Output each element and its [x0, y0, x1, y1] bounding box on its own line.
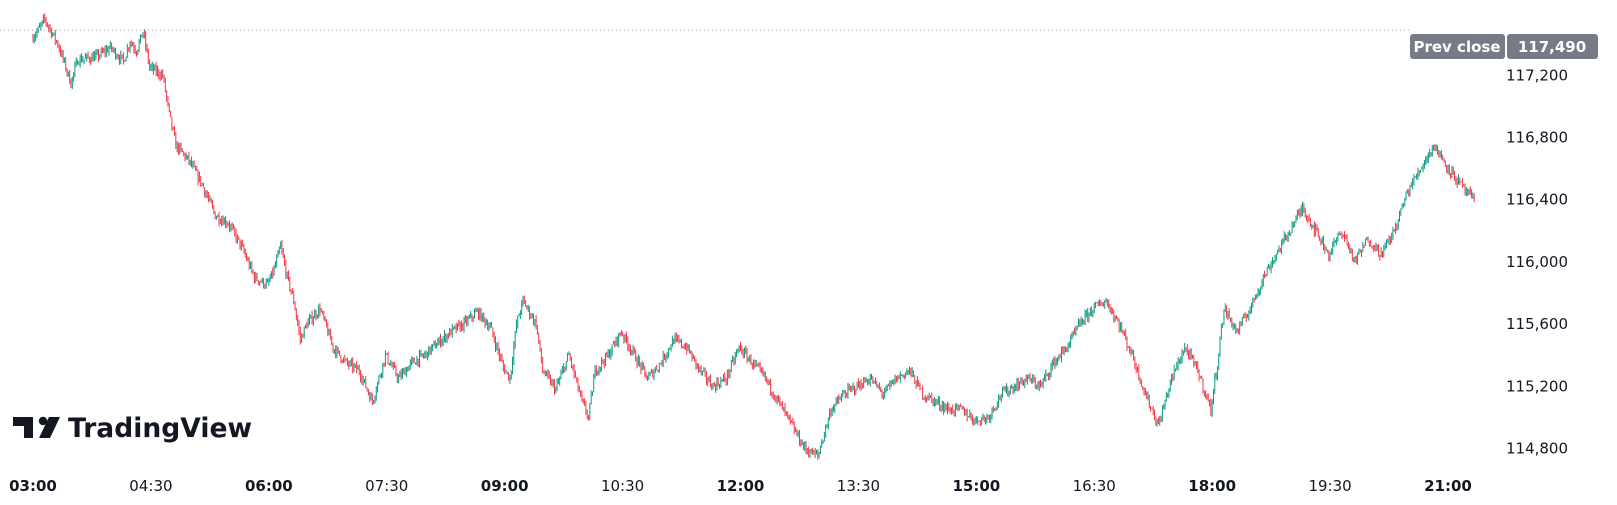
- x-tick-label: 10:30: [601, 477, 644, 495]
- x-tick-label: 19:30: [1308, 477, 1351, 495]
- tradingview-logo[interactable]: TradingView: [13, 413, 252, 444]
- prev-close-badge: Prev close 117,490: [1410, 34, 1598, 59]
- y-tick-label: 115,200: [1506, 377, 1568, 395]
- price-axis[interactable]: 117,200 116,800 116,400 116,000 115,600 115,2…: [1506, 66, 1568, 457]
- x-tick-label: 15:00: [952, 477, 1000, 495]
- tradingview-logo-icon: [13, 416, 60, 438]
- y-tick-label: 114,800: [1506, 439, 1568, 457]
- x-tick-label: 13:30: [837, 477, 880, 495]
- x-tick-label: 16:30: [1073, 477, 1116, 495]
- prev-close-value-bg: [1507, 34, 1598, 59]
- x-tick-label: 09:00: [481, 477, 529, 495]
- x-tick-label: 21:00: [1424, 477, 1472, 495]
- x-tick-label: 12:00: [717, 477, 765, 495]
- x-tick-label: 06:00: [245, 477, 293, 495]
- prev-close-value: 117,490: [1518, 38, 1586, 56]
- y-tick-label: 116,800: [1506, 128, 1568, 146]
- time-axis[interactable]: 03:00 04:30 06:00 07:30 09:00 10:30 12:00 13:30…: [9, 477, 1472, 495]
- x-tick-label: 04:30: [129, 477, 172, 495]
- y-tick-label: 117,200: [1506, 66, 1568, 84]
- x-tick-label: 03:00: [9, 477, 57, 495]
- tradingview-logo-text: TradingView: [68, 413, 252, 444]
- y-tick-label: 116,400: [1506, 191, 1568, 209]
- x-tick-label: 18:00: [1188, 477, 1236, 495]
- y-tick-label: 116,000: [1506, 253, 1568, 271]
- x-tick-label: 07:30: [365, 477, 408, 495]
- prev-close-label: Prev close: [1413, 38, 1500, 56]
- y-tick-label: 115,600: [1506, 315, 1568, 333]
- prev-close-label-bg: [1410, 34, 1505, 59]
- candles-layer: [32, 13, 1475, 461]
